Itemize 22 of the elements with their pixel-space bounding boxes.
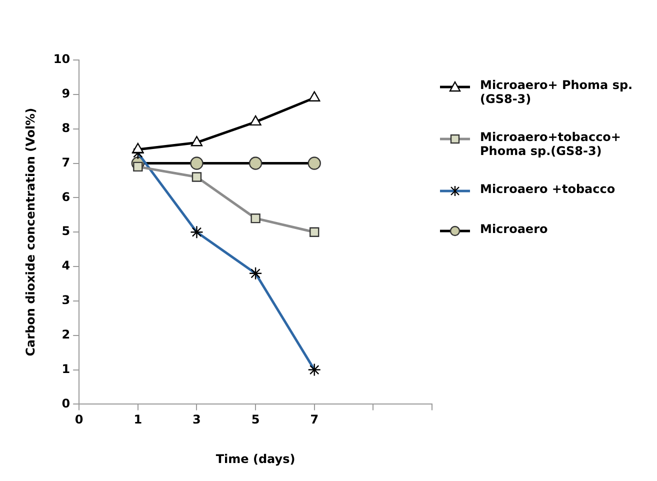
- x-tick-label: 5: [251, 412, 260, 427]
- legend-label: Microaero: [480, 222, 548, 236]
- y-tick-label: 5: [62, 224, 70, 238]
- x-tick-label: 0: [74, 412, 84, 427]
- y-tick-label: 8: [62, 120, 70, 135]
- x-tick-label: 3: [192, 412, 201, 427]
- y-tick-label: 9: [62, 86, 70, 101]
- y-tick-label: 6: [62, 190, 70, 204]
- y-tick-label: 0: [62, 396, 70, 410]
- y-tick-label: 10: [53, 52, 70, 66]
- y-tick-label: 2: [62, 327, 70, 342]
- y-tick-label: 7: [62, 155, 70, 170]
- y-tick-label: 3: [62, 293, 70, 308]
- legend-label: Microaero +tobacco: [480, 182, 616, 196]
- x-tick-label: 7: [310, 412, 319, 427]
- x-tick-label: 1: [134, 412, 142, 427]
- y-tick-label: 4: [62, 258, 70, 273]
- legend-label: Microaero+ Phoma sp. (GS8-3): [480, 78, 634, 106]
- x-axis-title: Time (days): [216, 452, 296, 466]
- y-tick-label: 1: [62, 362, 70, 376]
- legend-label: Microaero+tobacco+ Phoma sp.(GS8-3): [480, 130, 622, 158]
- y-axis-title: Carbon dioxide concentration (Vol%): [23, 108, 38, 356]
